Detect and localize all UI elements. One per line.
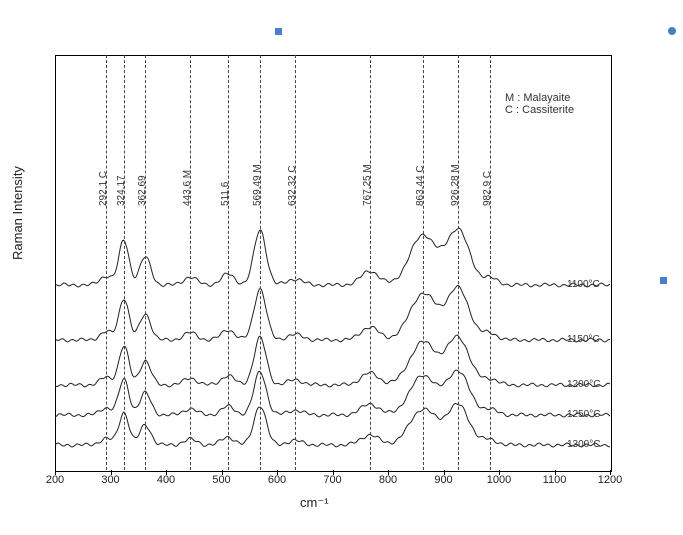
peak-guideline xyxy=(370,55,371,470)
peak-guideline xyxy=(490,55,491,470)
y-axis-label: Raman Intensity xyxy=(10,166,25,260)
square-marker-icon xyxy=(660,277,667,284)
peak-guideline xyxy=(190,55,191,470)
spectra-curves xyxy=(55,55,610,470)
spectrum-curve xyxy=(55,228,610,287)
spectrum-curve xyxy=(55,285,610,342)
spectrum-curve xyxy=(55,370,610,417)
x-tick-label: 600 xyxy=(268,474,286,486)
x-tick-label: 700 xyxy=(323,474,341,486)
x-tick-label: 200 xyxy=(46,474,64,486)
series-label: 1200°C xyxy=(567,379,600,390)
legend-text-c: Cassiterite xyxy=(522,104,574,116)
peak-label: 767.25 M xyxy=(362,164,373,206)
peak-label: 511.6 xyxy=(220,182,231,206)
legend-text-m: Malayaite xyxy=(523,92,570,104)
peak-label: 632.32 C xyxy=(287,165,298,206)
peak-label: 926.28 M xyxy=(450,164,461,206)
peak-guideline xyxy=(124,55,125,470)
peak-guideline xyxy=(228,55,229,470)
circle-marker-icon xyxy=(668,27,676,35)
peak-label: 569.49 M xyxy=(252,164,263,206)
series-label: 1250°C xyxy=(567,409,600,420)
peak-label: 292.1 C xyxy=(98,171,109,206)
x-tick-label: 1100 xyxy=(543,474,567,486)
series-label: 1150°C xyxy=(567,334,600,345)
legend-sym-m: M xyxy=(505,92,514,104)
x-tick-label: 500 xyxy=(212,474,230,486)
x-tick-label: 1000 xyxy=(487,474,511,486)
peak-guideline xyxy=(106,55,107,470)
x-tick-label: 900 xyxy=(434,474,452,486)
peak-guideline xyxy=(260,55,261,470)
series-label: 1300°C xyxy=(567,439,600,450)
peak-label: 982.9 C xyxy=(482,171,493,206)
peak-label: 443.6 M xyxy=(182,170,193,206)
spectrum-curve xyxy=(55,404,610,448)
x-tick-label: 400 xyxy=(157,474,175,486)
square-marker-icon xyxy=(275,28,282,35)
peak-label: 863.44 C xyxy=(415,165,426,206)
legend-box: M : Malayaite C : Cassiterite xyxy=(505,92,574,116)
spectrum-curve xyxy=(55,335,610,387)
peak-guideline xyxy=(458,55,459,470)
x-tick-label: 1200 xyxy=(598,474,622,486)
peak-guideline xyxy=(295,55,296,470)
peak-label: 324.17 xyxy=(116,175,127,206)
legend-sym-c: C xyxy=(505,104,513,116)
peak-label: 362.69 xyxy=(137,175,148,206)
x-axis-label: cm⁻¹ xyxy=(300,495,329,511)
series-label: 1100°C xyxy=(567,279,600,290)
x-tick-label: 300 xyxy=(101,474,119,486)
peak-guideline xyxy=(145,55,146,470)
peak-guideline xyxy=(423,55,424,470)
x-tick-label: 800 xyxy=(379,474,397,486)
